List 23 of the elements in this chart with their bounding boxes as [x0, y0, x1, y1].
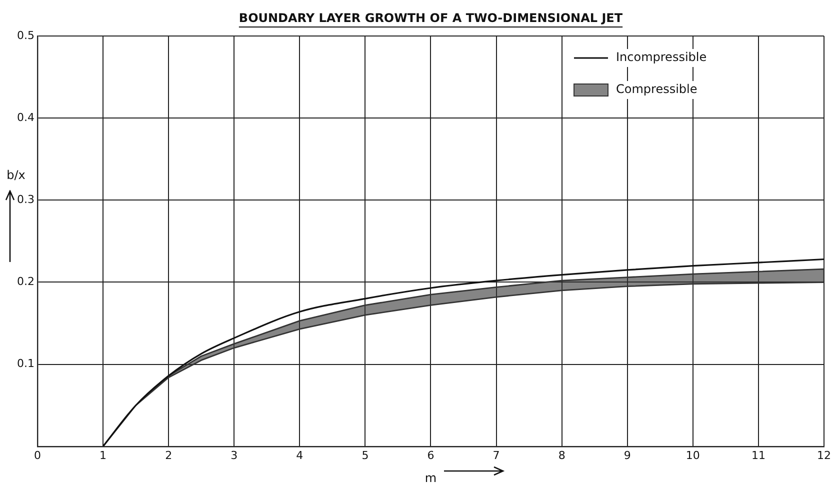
x-tick-label: 3 — [230, 448, 238, 462]
x-tick-label: 5 — [362, 448, 369, 462]
x-tick-label: 8 — [558, 448, 566, 462]
x-tick-label: 0 — [34, 448, 41, 462]
y-tick-label: 0.1 — [16, 357, 34, 370]
y-tick-label: 0.3 — [16, 193, 34, 206]
x-axis-title: m — [424, 470, 437, 485]
x-tick-label: 11 — [751, 448, 766, 462]
x-tick-label: 4 — [296, 448, 304, 462]
y-tick-label: 0.2 — [16, 275, 34, 288]
y-axis-title: b/x — [6, 168, 26, 182]
legend-label: Incompressible — [616, 50, 707, 64]
x-tick-label: 9 — [624, 448, 631, 462]
chart-title: BOUNDARY LAYER GROWTH OF A TWO-DIMENSIONAL JET — [238, 11, 624, 25]
y-tick-label: 0.5 — [16, 28, 34, 42]
x-tick-label: 1 — [100, 448, 107, 462]
x-tick-label: 7 — [492, 448, 500, 462]
x-tick-label: 12 — [817, 448, 831, 462]
x-tick-label: 10 — [686, 448, 700, 462]
x-tick-label: 6 — [427, 448, 434, 462]
legend-label: Compressible — [616, 82, 698, 96]
x-tick-label: 2 — [165, 448, 172, 462]
y-tick-label: 0.4 — [16, 110, 34, 124]
